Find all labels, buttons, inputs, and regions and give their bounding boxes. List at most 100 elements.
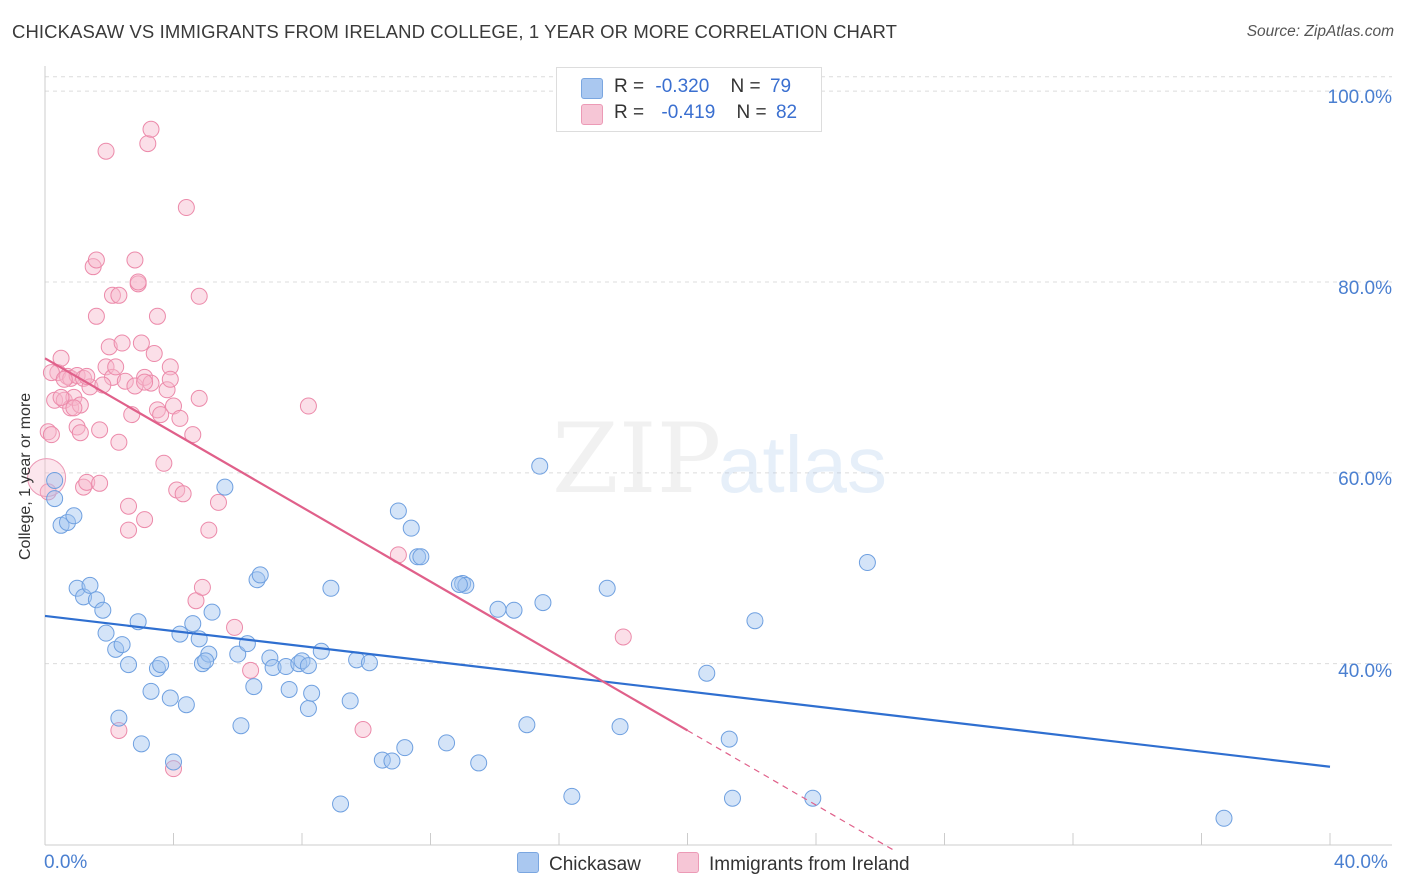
data-point-chickasaw [197, 652, 215, 670]
legend-swatch-ireland [581, 104, 603, 125]
data-point-chickasaw [341, 692, 359, 710]
data-point-chickasaw [598, 579, 616, 597]
data-point-chickasaw [518, 716, 536, 734]
data-point-ireland [148, 307, 166, 325]
data-point-ireland [52, 349, 70, 367]
x-tick-label-end: 40.0% [1334, 852, 1388, 873]
data-point-chickasaw [65, 507, 83, 525]
data-point-ireland [155, 454, 173, 472]
y-axis-label-wrap: College, 1 year or more [17, 393, 37, 760]
data-point-chickasaw [81, 576, 99, 594]
data-point-chickasaw [245, 678, 263, 696]
legend-r-label: R = [614, 76, 645, 97]
data-point-ireland [158, 381, 176, 399]
data-point-ireland [42, 426, 60, 444]
data-point-chickasaw [402, 519, 420, 537]
correlation-legend: R = -0.320 N = 79 R = -0.419 N = 82 [556, 67, 822, 132]
data-point-ireland [120, 521, 138, 539]
data-point-ireland [142, 120, 160, 138]
data-point-ireland [120, 497, 138, 515]
data-point-ireland [126, 377, 144, 395]
chart-title: CHICKASAW VS IMMIGRANTS FROM IRELAND COL… [12, 21, 897, 42]
data-point-chickasaw [165, 753, 182, 771]
data-point-chickasaw [457, 576, 475, 594]
data-point-chickasaw [142, 682, 160, 700]
data-point-ireland [171, 409, 189, 427]
data-point-chickasaw [858, 554, 876, 572]
trend-line [44, 614, 1331, 768]
data-point-ireland [110, 721, 128, 739]
bottom-legend-label: Immigrants from Ireland [709, 854, 910, 875]
data-point-ireland [148, 401, 166, 419]
data-point-chickasaw [46, 490, 64, 508]
data-point-chickasaw [277, 658, 295, 676]
data-point-chickasaw [332, 795, 350, 813]
data-point-ireland [136, 368, 154, 386]
legend-n-label: N = [736, 102, 767, 123]
data-point-ireland [614, 628, 632, 646]
legend-n-value: 79 [769, 76, 792, 97]
data-point-ireland [113, 334, 131, 352]
data-point-ireland [193, 578, 211, 596]
data-point-chickasaw [110, 709, 128, 727]
data-point-ireland [136, 373, 154, 391]
data-point-chickasaw [113, 636, 131, 654]
data-point-ireland [161, 370, 179, 388]
data-point-ireland [142, 374, 160, 392]
data-point-chickasaw [563, 787, 581, 805]
data-point-chickasaw [171, 625, 189, 643]
series-immigrants-from-ireland [27, 120, 632, 778]
data-point-chickasaw [389, 502, 407, 520]
bottom-legend-swatch-ireland [677, 852, 699, 873]
legend-n-value: 82 [775, 102, 798, 123]
data-point-ireland [110, 433, 128, 451]
data-point-ireland [87, 251, 105, 269]
data-point-ireland [209, 493, 227, 511]
data-point-ireland [161, 358, 179, 376]
data-point-ireland [354, 721, 372, 739]
data-point-ireland [152, 406, 170, 424]
data-point-ireland [132, 334, 150, 352]
data-point-chickasaw [46, 471, 64, 489]
data-point-chickasaw [534, 594, 552, 612]
data-point-ireland [52, 388, 70, 406]
data-point-chickasaw [177, 696, 195, 714]
bottom-legend-chickasaw: Chickasaw [517, 852, 641, 876]
data-point-ireland [75, 478, 93, 496]
data-point-chickasaw [97, 624, 115, 642]
data-point-ireland [100, 338, 118, 356]
bottom-legend-label: Chickasaw [549, 854, 641, 875]
data-point-chickasaw [746, 612, 764, 630]
data-point-chickasaw [58, 513, 76, 531]
data-point-chickasaw [152, 656, 170, 674]
data-point-ireland [97, 142, 115, 160]
data-point-chickasaw [322, 579, 340, 597]
data-point-ireland [110, 286, 128, 304]
data-point-chickasaw [412, 548, 430, 566]
x-tick-label-start: 0.0% [44, 852, 88, 873]
data-point-chickasaw [698, 664, 716, 682]
data-point-ireland [136, 511, 154, 529]
y-tick-label: 80.0% [1338, 278, 1392, 299]
data-point-ireland [177, 199, 195, 217]
data-point-chickasaw [203, 603, 221, 621]
data-point-chickasaw [216, 478, 234, 496]
data-point-ireland [91, 474, 109, 492]
data-point-ireland [78, 473, 96, 491]
data-point-chickasaw [489, 600, 507, 618]
data-point-chickasaw [470, 754, 488, 772]
data-point-chickasaw [94, 601, 112, 619]
data-point-chickasaw [611, 718, 629, 736]
data-point-ireland [97, 358, 115, 376]
data-point-ireland [174, 485, 192, 503]
legend-r-value: -0.320 [655, 76, 710, 97]
y-tick-label: 60.0% [1338, 469, 1392, 490]
data-point-chickasaw [450, 575, 468, 593]
data-point-chickasaw [438, 734, 456, 752]
trend-lines [44, 357, 1331, 853]
data-point-ireland [87, 307, 105, 325]
watermark: ZIP atlas [552, 403, 887, 515]
data-point-chickasaw [132, 735, 150, 753]
data-point-chickasaw [87, 591, 105, 609]
y-tick-label: 100.0% [1327, 87, 1392, 108]
